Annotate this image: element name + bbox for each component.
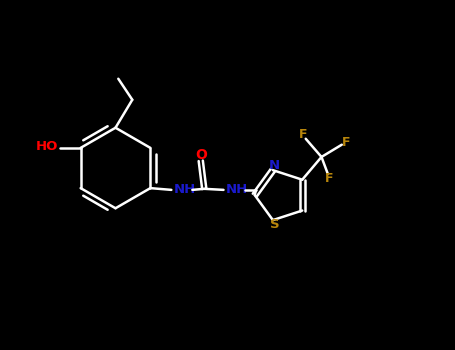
Text: N: N [269, 160, 280, 173]
Text: HO: HO [35, 140, 58, 153]
Text: NH: NH [173, 183, 196, 196]
Text: F: F [298, 128, 307, 141]
Text: O: O [196, 148, 207, 162]
Text: S: S [270, 218, 279, 231]
Text: F: F [342, 136, 350, 149]
Text: NH: NH [226, 183, 248, 196]
Text: F: F [325, 173, 334, 186]
